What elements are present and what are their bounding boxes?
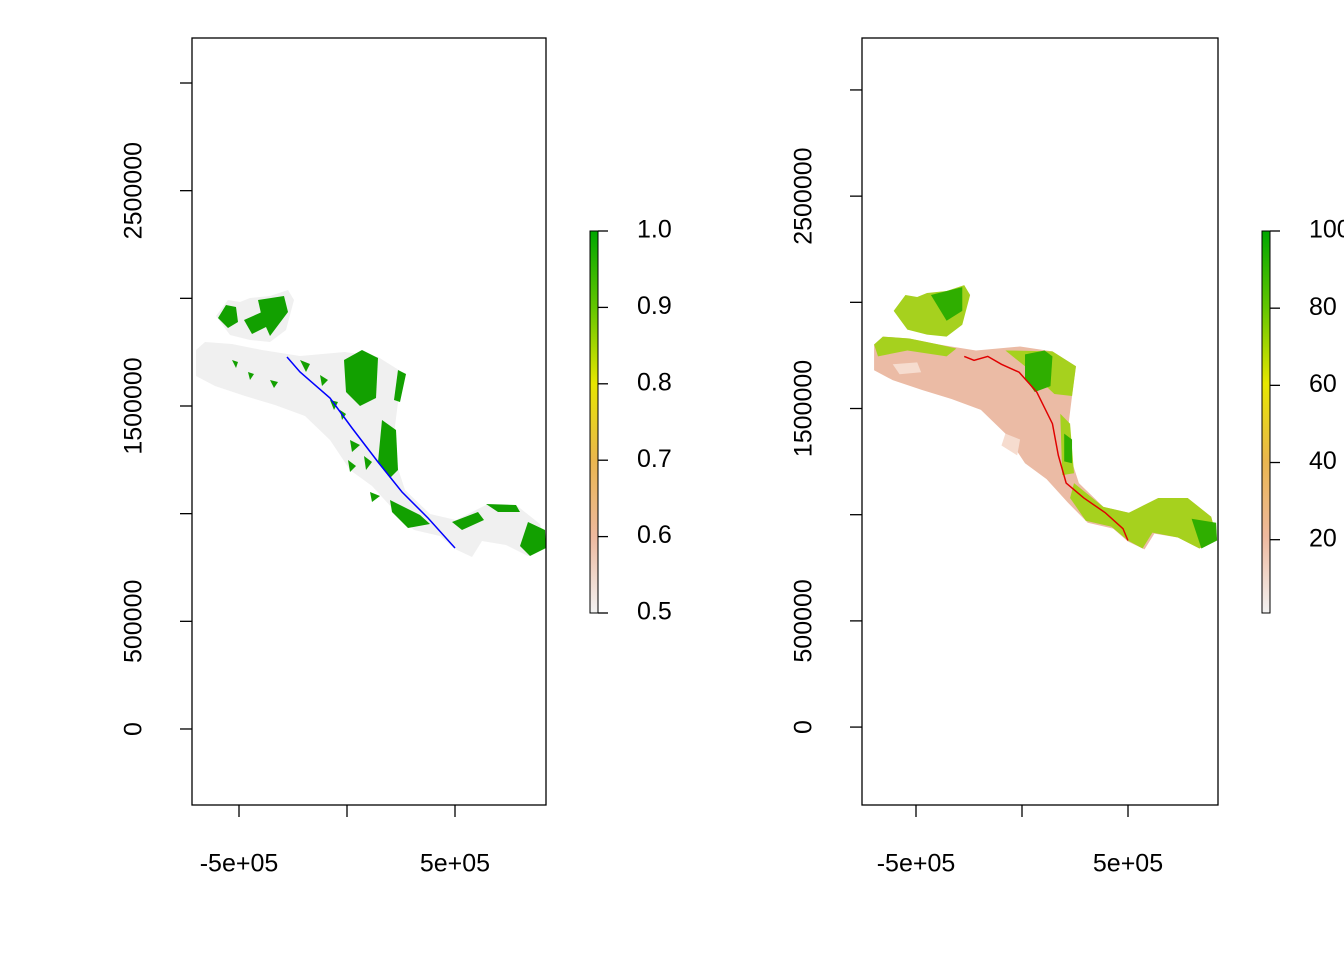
colorbar [589,230,599,614]
colorbar-tick-label: 0.7 [637,445,672,473]
colorbar-tick-label: 20 [1309,524,1337,552]
y-tick-label: 2500000 [120,142,148,239]
x-tick-label: -5e+05 [200,850,279,878]
x-tick-label: -5e+05 [877,850,956,878]
colorbar [1261,230,1271,614]
colorbar-tick-label: 40 [1309,447,1337,475]
route-left [286,356,456,549]
x-tick-label: 5e+05 [420,850,490,878]
colorbar-tick-label: 80 [1309,293,1337,321]
y-tick-label: 500000 [120,580,148,663]
y-tick-label: 0 [790,720,818,734]
colorbar-tick-label: 0.8 [637,368,672,396]
plot-frame [861,37,1219,806]
plot-frame [191,37,547,806]
x-tick-label: 5e+05 [1093,850,1163,878]
y-tick-label: 1500000 [120,357,148,454]
map-left [196,290,546,557]
colorbar-tick-label: 60 [1309,370,1337,398]
colorbar-tick-label: 0.9 [637,292,672,320]
colorbar-tick-label: 100 [1309,216,1344,244]
y-tick-label: 500000 [790,579,818,662]
y-tick-label: 2500000 [790,147,818,244]
route-right [963,355,1129,541]
colorbar-tick-label: 0.5 [637,598,672,626]
y-tick-label: 0 [120,722,148,736]
colorbar-tick-label: 1.0 [637,216,672,244]
y-tick-label: 1500000 [790,360,818,457]
colorbar-tick-label: 0.6 [637,521,672,549]
map-right [874,285,1218,550]
